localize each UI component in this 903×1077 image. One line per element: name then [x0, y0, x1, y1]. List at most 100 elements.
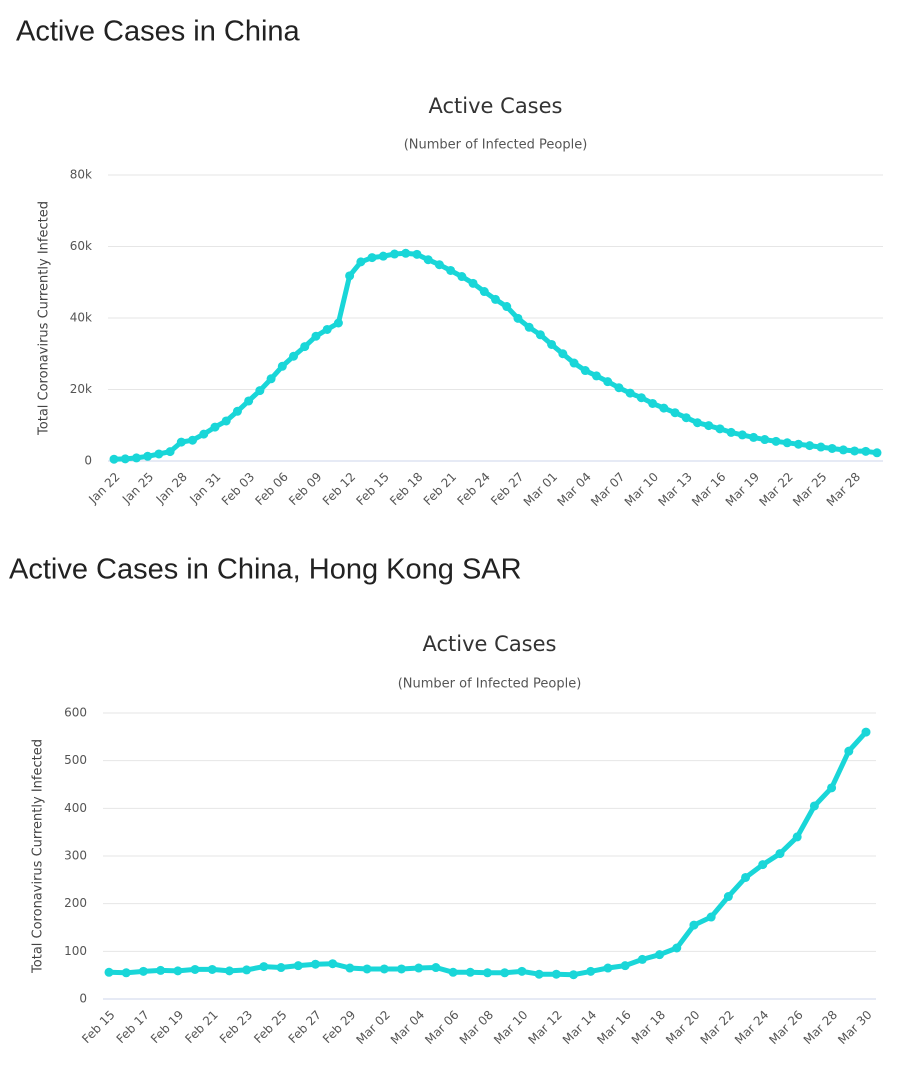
- x-tick-label: Feb 25: [251, 1008, 289, 1046]
- chart-title: Active Cases: [423, 632, 557, 656]
- data-point: [737, 430, 747, 440]
- data-point: [293, 961, 303, 971]
- chart-subtitle: (Number of Infected People): [398, 677, 582, 692]
- chart-title: Active Cases: [429, 94, 563, 118]
- data-point: [431, 963, 441, 973]
- data-point: [266, 374, 276, 384]
- x-tick-label: Mar 19: [723, 470, 762, 509]
- data-point: [300, 342, 310, 352]
- data-point: [586, 966, 596, 976]
- page-heading: Active Cases in China: [16, 16, 301, 48]
- x-tick-label: Feb 18: [387, 470, 425, 508]
- data-point: [479, 287, 489, 297]
- x-tick-label: Feb 09: [286, 470, 324, 508]
- x-tick-label: Feb 27: [286, 1008, 324, 1046]
- data-point: [809, 801, 819, 811]
- data-point: [850, 446, 860, 456]
- x-tick-label: Mar 10: [622, 470, 661, 509]
- x-tick-label: Mar 25: [790, 470, 829, 509]
- data-point: [636, 393, 646, 403]
- chart-subtitle: (Number of Infected People): [404, 138, 588, 153]
- data-point: [872, 448, 882, 458]
- data-point: [558, 349, 568, 359]
- data-point: [143, 451, 153, 461]
- y-tick-label: 80k: [70, 168, 92, 182]
- x-tick-label: Mar 16: [689, 470, 728, 509]
- data-point: [367, 253, 377, 263]
- series-line: [113, 250, 878, 462]
- x-tick-label: Feb 06: [252, 470, 290, 508]
- data-point: [534, 969, 544, 979]
- data-point: [224, 966, 234, 976]
- x-tick-label: Feb 12: [320, 470, 358, 508]
- y-tick-label: 600: [64, 706, 87, 720]
- data-point: [792, 832, 802, 842]
- data-point: [760, 435, 770, 445]
- data-point: [412, 249, 422, 259]
- data-point: [838, 445, 848, 455]
- y-tick-label: 500: [64, 753, 87, 767]
- data-point: [637, 954, 647, 964]
- x-tick-label: Mar 06: [422, 1008, 461, 1047]
- data-point: [704, 421, 714, 431]
- data-point: [190, 964, 200, 974]
- page-heading: Active Cases in China, Hong Kong SAR: [9, 554, 522, 586]
- data-point: [131, 453, 141, 463]
- data-point: [255, 386, 265, 396]
- y-tick-label: 100: [64, 944, 87, 958]
- data-point: [500, 968, 510, 978]
- x-tick-label: Mar 10: [491, 1008, 530, 1047]
- y-tick-label: 20k: [70, 382, 92, 396]
- data-point: [816, 442, 826, 452]
- data-point: [580, 366, 590, 376]
- data-point: [771, 436, 781, 446]
- y-tick-label: 400: [64, 801, 87, 815]
- data-point: [434, 260, 444, 270]
- data-point: [328, 959, 338, 969]
- data-point: [551, 969, 561, 979]
- data-point: [378, 251, 388, 261]
- data-point: [625, 388, 635, 398]
- data-point: [242, 965, 252, 975]
- data-point: [138, 966, 148, 976]
- data-point: [535, 330, 545, 340]
- x-tick-label: Feb 17: [114, 1008, 152, 1046]
- y-tick-label: 0: [79, 992, 87, 1006]
- data-point: [362, 964, 372, 974]
- x-tick-label: Jan 25: [119, 470, 156, 507]
- data-point: [517, 966, 527, 976]
- y-axis-label: Total Coronavirus Currently Infected: [37, 201, 52, 436]
- x-tick-label: Mar 02: [353, 1008, 392, 1047]
- data-point: [210, 422, 220, 432]
- x-tick-label: Mar 04: [554, 470, 593, 509]
- x-tick-label: Mar 28: [801, 1008, 840, 1047]
- x-tick-label: Mar 14: [560, 1008, 599, 1047]
- data-point: [322, 324, 332, 334]
- data-point: [104, 967, 114, 977]
- data-point: [648, 398, 658, 408]
- data-point: [468, 278, 478, 288]
- y-tick-label: 300: [64, 849, 87, 863]
- x-tick-label: Mar 13: [655, 470, 694, 509]
- y-axis-label: Total Coronavirus Currently Infected: [31, 739, 46, 974]
- data-point: [396, 964, 406, 974]
- x-tick-label: Feb 23: [217, 1008, 255, 1046]
- x-tick-label: Mar 20: [663, 1008, 702, 1047]
- data-point: [154, 449, 164, 459]
- data-point: [121, 968, 131, 978]
- x-tick-label: Feb 29: [320, 1008, 358, 1046]
- data-point: [655, 950, 665, 960]
- data-point: [749, 432, 759, 442]
- data-point: [333, 318, 343, 328]
- data-point: [723, 892, 733, 902]
- x-tick-label: Jan 28: [153, 470, 190, 507]
- x-tick-label: Jan 31: [186, 470, 223, 507]
- data-point: [689, 920, 699, 930]
- data-point: [165, 447, 175, 457]
- x-tick-label: Feb 24: [454, 470, 492, 508]
- data-point: [345, 271, 355, 281]
- data-point: [681, 413, 691, 423]
- x-tick-label: Mar 18: [629, 1008, 668, 1047]
- data-point: [390, 249, 400, 259]
